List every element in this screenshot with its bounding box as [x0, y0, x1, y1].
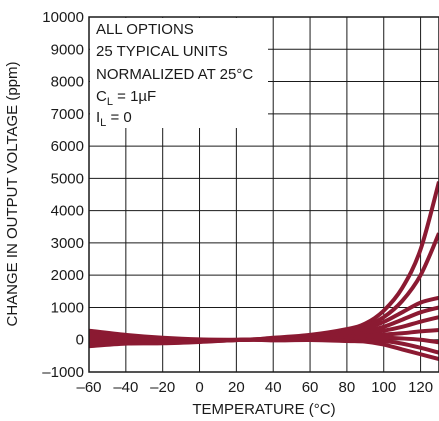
x-tick-label: –60 — [76, 379, 101, 396]
x-tick-label: 40 — [265, 379, 282, 396]
y-tick-label: 6000 — [51, 138, 84, 155]
series-line-9 — [88, 337, 439, 362]
plot-frame — [88, 16, 439, 373]
y-tick-label: 10000 — [42, 9, 84, 26]
x-tick-label: 80 — [339, 379, 356, 396]
annotation-box — [90, 18, 268, 128]
y-tick-label: 5000 — [51, 170, 84, 187]
annotation-cl-symbol: C — [96, 88, 107, 105]
annotation-line-3: NORMALIZED AT 25°C — [96, 66, 253, 83]
annotation-il-sub: L — [100, 117, 106, 129]
x-tick-label: 0 — [195, 379, 203, 396]
y-tick-label: 4000 — [51, 203, 84, 220]
x-tick-label: –20 — [150, 379, 175, 396]
x-axis-title: TEMPERATURE (°C) — [192, 401, 335, 418]
annotation-cl-sub: L — [107, 96, 113, 108]
x-tick-label: 120 — [408, 379, 433, 396]
annotation-cl-value: = 1µF — [113, 88, 156, 105]
annotation-capacitance: CL = 1µF — [96, 88, 156, 108]
x-tick-label: 20 — [228, 379, 245, 396]
annotation-load-current: IL = 0 — [96, 109, 132, 129]
y-tick-label: 0 — [76, 332, 84, 349]
y-tick-label: 8000 — [51, 74, 84, 91]
annotation-line-2: 25 TYPICAL UNITS — [96, 43, 228, 60]
annotation-il-value: = 0 — [106, 109, 131, 126]
y-tick-label: –1000 — [42, 364, 84, 381]
y-tick-label: 1000 — [51, 299, 84, 316]
y-axis-title: CHANGE IN OUTPUT VOLTAGE (ppm) — [4, 61, 21, 326]
x-tick-label: 100 — [371, 379, 396, 396]
y-tick-label: 3000 — [51, 235, 84, 252]
annotation-il-symbol: I — [96, 109, 100, 126]
annotation-line-1: ALL OPTIONS — [96, 21, 194, 38]
x-tick-label: 60 — [302, 379, 319, 396]
x-tick-label: –40 — [113, 379, 138, 396]
y-tick-label: 2000 — [51, 267, 84, 284]
y-tick-label: 9000 — [51, 41, 84, 58]
y-tick-label: 7000 — [51, 106, 84, 123]
series-group — [88, 181, 439, 362]
tick-labels: –60 –40 –20 0 20 40 60 80 100 120 –1000 0 1000 2000 30… — [42, 9, 433, 396]
